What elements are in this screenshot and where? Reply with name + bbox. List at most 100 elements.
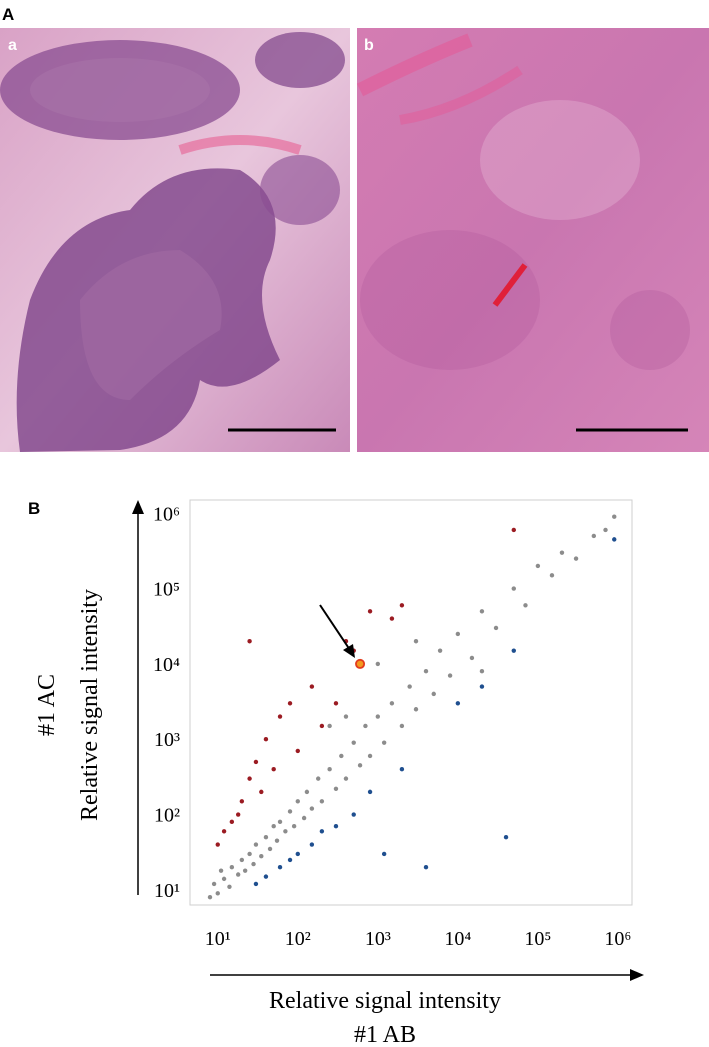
point bbox=[363, 723, 368, 729]
point bbox=[242, 868, 248, 873]
point bbox=[319, 723, 325, 729]
point bbox=[389, 701, 395, 706]
point bbox=[295, 748, 300, 754]
point bbox=[283, 829, 288, 834]
point bbox=[511, 648, 516, 653]
y-tick-label: 10⁵ bbox=[153, 579, 180, 601]
x-axis-sublabel: #1 AB bbox=[354, 1022, 416, 1047]
point bbox=[247, 639, 252, 644]
point bbox=[263, 874, 269, 879]
point bbox=[287, 857, 293, 863]
point bbox=[333, 786, 339, 791]
point bbox=[247, 851, 252, 857]
point bbox=[227, 884, 232, 889]
point bbox=[267, 846, 273, 852]
point bbox=[287, 701, 293, 706]
y-axis-sublabel: #1 AC bbox=[34, 674, 60, 736]
point bbox=[367, 789, 373, 795]
point bbox=[343, 776, 349, 781]
point bbox=[207, 894, 213, 900]
point bbox=[549, 573, 555, 578]
point bbox=[327, 723, 332, 729]
x-axis-arrowhead bbox=[630, 969, 644, 981]
point bbox=[351, 812, 356, 817]
point bbox=[309, 806, 315, 811]
point bbox=[291, 824, 297, 829]
point bbox=[437, 648, 443, 653]
point bbox=[251, 861, 256, 867]
point bbox=[431, 691, 436, 697]
point bbox=[367, 753, 373, 759]
point bbox=[389, 616, 395, 621]
point bbox=[511, 527, 516, 533]
point bbox=[263, 737, 269, 742]
y-axis-label: Relative signal intensity bbox=[77, 589, 103, 821]
point bbox=[423, 865, 429, 870]
point bbox=[295, 851, 300, 857]
annotation-arrow bbox=[319, 604, 351, 651]
point bbox=[239, 799, 245, 804]
point bbox=[469, 655, 475, 661]
point bbox=[535, 563, 541, 569]
point bbox=[309, 842, 315, 847]
point bbox=[215, 891, 220, 896]
point bbox=[277, 819, 283, 825]
x-tick-label: 10⁵ bbox=[524, 928, 551, 950]
point bbox=[319, 829, 325, 834]
point bbox=[399, 723, 405, 729]
point bbox=[253, 881, 259, 887]
x-tick-label: 10⁶ bbox=[604, 928, 631, 950]
point bbox=[612, 514, 617, 519]
point bbox=[304, 789, 310, 795]
point bbox=[455, 631, 461, 637]
point bbox=[271, 767, 276, 772]
point bbox=[367, 609, 373, 614]
point bbox=[333, 701, 339, 706]
point bbox=[455, 701, 461, 706]
point bbox=[479, 669, 485, 674]
point bbox=[263, 835, 269, 840]
point bbox=[259, 789, 264, 795]
point bbox=[235, 872, 241, 877]
point bbox=[511, 586, 516, 591]
point bbox=[503, 835, 509, 840]
point bbox=[407, 684, 412, 689]
point bbox=[253, 759, 259, 765]
point bbox=[493, 625, 499, 631]
point bbox=[309, 684, 315, 689]
point bbox=[333, 824, 339, 829]
point bbox=[277, 714, 283, 719]
panel-label: B bbox=[28, 499, 40, 518]
plot-frame bbox=[189, 499, 633, 906]
point bbox=[211, 881, 217, 887]
point bbox=[375, 661, 381, 667]
point bbox=[399, 767, 405, 772]
point bbox=[381, 740, 387, 745]
point bbox=[523, 603, 528, 608]
y-tick-label: 10² bbox=[154, 805, 180, 827]
point bbox=[218, 868, 224, 873]
y-tick-label: 10³ bbox=[154, 729, 180, 751]
point bbox=[343, 714, 349, 719]
x-tick-label: 10³ bbox=[365, 928, 391, 950]
point bbox=[274, 838, 280, 843]
point bbox=[447, 673, 453, 678]
point bbox=[375, 714, 381, 719]
point bbox=[316, 776, 321, 781]
point bbox=[229, 865, 235, 870]
y-tick-label: 10¹ bbox=[154, 880, 180, 902]
x-tick-label: 10² bbox=[285, 928, 311, 950]
point bbox=[399, 603, 405, 608]
point bbox=[259, 854, 264, 859]
point bbox=[612, 537, 617, 542]
point bbox=[357, 763, 363, 768]
point bbox=[239, 857, 245, 863]
panel-label: A bbox=[2, 5, 14, 24]
point bbox=[221, 829, 227, 834]
histology-image-b bbox=[356, 28, 709, 452]
point bbox=[339, 753, 344, 759]
y-tick-label: 10⁶ bbox=[153, 503, 180, 525]
point bbox=[229, 819, 235, 825]
point bbox=[591, 533, 597, 539]
